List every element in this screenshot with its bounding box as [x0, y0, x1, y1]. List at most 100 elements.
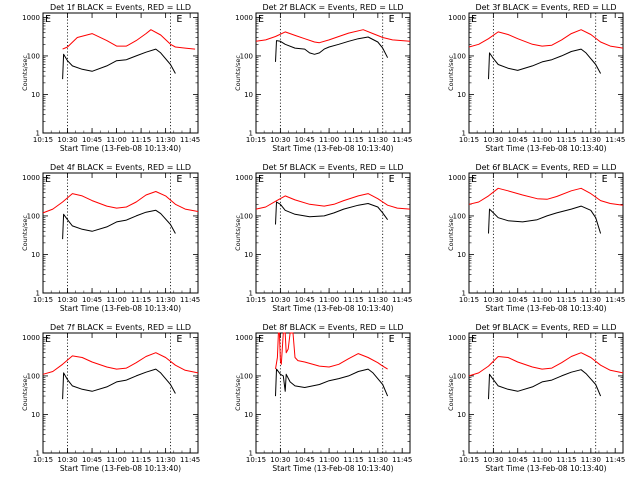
- x-tick-label: 10:45: [295, 456, 315, 464]
- y-tick-label: 1: [249, 290, 253, 298]
- x-tick-label: 11:45: [605, 136, 625, 144]
- x-tick-label: 10:30: [57, 296, 77, 304]
- x-tick-label: 11:00: [106, 456, 126, 464]
- x-tick-label: 11:15: [556, 296, 576, 304]
- y-tick-label: 1000: [448, 334, 466, 342]
- x-tick-label: 10:30: [270, 136, 290, 144]
- chart-title: Det 7f BLACK = Events, RED = LLD: [50, 323, 191, 332]
- chart-title: Det 1f BLACK = Events, RED = LLD: [50, 3, 191, 12]
- y-tick-label: 10: [31, 251, 40, 259]
- chart-title: Det 9f BLACK = Events, RED = LLD: [475, 323, 616, 332]
- x-tick-label: 11:15: [343, 456, 363, 464]
- y-tick-label: 1000: [22, 14, 40, 22]
- x-tick-label: 11:00: [319, 456, 339, 464]
- chart-title: Det 2f BLACK = Events, RED = LLD: [262, 3, 403, 12]
- series-line-lld: [255, 29, 411, 44]
- x-axis-label: Start Time (13-Feb-08 10:13:40): [60, 304, 181, 313]
- x-tick-label: 10:45: [508, 456, 528, 464]
- x-tick-label: 10:15: [246, 296, 266, 304]
- chart-title: Det 5f BLACK = Events, RED = LLD: [262, 163, 403, 172]
- y-tick-label: 10: [457, 411, 466, 419]
- x-tick-label: 11:15: [131, 456, 151, 464]
- interval-start-marker: E: [471, 174, 477, 185]
- interval-start-marker: E: [45, 174, 51, 185]
- interval-start-marker: E: [471, 334, 477, 345]
- y-tick-label: 1: [36, 130, 40, 138]
- y-tick-label: 100: [453, 212, 466, 220]
- x-tick-label: 10:45: [82, 456, 102, 464]
- y-tick-label: 1: [462, 450, 466, 458]
- chart-title: Det 3f BLACK = Events, RED = LLD: [475, 3, 616, 12]
- y-tick-label: 1000: [235, 14, 253, 22]
- x-tick-label: 11:45: [605, 296, 625, 304]
- x-axis-label: Start Time (13-Feb-08 10:13:40): [60, 464, 181, 473]
- x-tick-label: 11:30: [156, 456, 176, 464]
- y-tick-label: 1: [462, 290, 466, 298]
- x-tick-label: 10:15: [33, 296, 53, 304]
- series-line-events: [275, 36, 389, 62]
- x-axis-label: Start Time (13-Feb-08 10:13:40): [272, 144, 393, 153]
- series-line-events: [488, 205, 602, 234]
- x-tick-label: 11:30: [368, 456, 388, 464]
- series-line-events: [488, 48, 602, 80]
- x-tick-label: 10:30: [57, 136, 77, 144]
- plot-frame: [42, 172, 199, 294]
- x-tick-label: 10:30: [57, 456, 77, 464]
- y-tick-label: 100: [453, 372, 466, 380]
- y-tick-label: 1: [36, 450, 40, 458]
- series-line-lld: [468, 352, 624, 377]
- x-tick-label: 10:15: [33, 136, 53, 144]
- x-tick-label: 10:30: [270, 456, 290, 464]
- x-tick-label: 10:15: [33, 456, 53, 464]
- y-tick-label: 10: [244, 251, 253, 259]
- y-tick-label: 1: [249, 450, 253, 458]
- series-line-events: [275, 368, 389, 397]
- x-tick-label: 11:15: [343, 136, 363, 144]
- x-axis-label: Start Time (13-Feb-08 10:13:40): [272, 464, 393, 473]
- x-tick-label: 10:30: [483, 136, 503, 144]
- x-tick-label: 10:45: [295, 296, 315, 304]
- interval-end-marker: E: [389, 14, 395, 25]
- x-tick-label: 11:00: [106, 136, 126, 144]
- x-tick-label: 11:45: [180, 136, 200, 144]
- y-tick-label: 1000: [22, 334, 40, 342]
- x-tick-label: 11:15: [343, 296, 363, 304]
- x-tick-label: 10:15: [459, 136, 479, 144]
- plot-frame: [42, 12, 199, 134]
- y-axis-label: Counts/sec: [447, 55, 455, 91]
- interval-end-marker: E: [176, 14, 182, 25]
- interval-end-marker: E: [389, 174, 395, 185]
- x-tick-label: 11:45: [605, 456, 625, 464]
- y-tick-label: 1000: [448, 174, 466, 182]
- series-line-lld: [255, 193, 411, 210]
- y-tick-label: 100: [27, 52, 40, 60]
- x-tick-label: 10:45: [82, 136, 102, 144]
- x-tick-label: 11:30: [581, 456, 601, 464]
- interval-start-marker: E: [45, 14, 51, 25]
- x-tick-label: 11:30: [368, 296, 388, 304]
- x-tick-label: 11:15: [131, 136, 151, 144]
- x-tick-label: 10:30: [270, 296, 290, 304]
- x-tick-label: 10:15: [246, 456, 266, 464]
- chart-panel-8: Det 8f BLACK = Events, RED = LLD 1 10 100 10…: [234, 323, 412, 473]
- x-tick-label: 10:30: [483, 296, 503, 304]
- y-tick-label: 10: [457, 91, 466, 99]
- chart-panel-9: Det 9f BLACK = Events, RED = LLD 1 10 100 10…: [447, 323, 625, 473]
- interval-end-marker: E: [389, 334, 395, 345]
- series-line-events: [62, 209, 176, 240]
- x-tick-label: 11:15: [556, 136, 576, 144]
- x-tick-label: 11:30: [368, 136, 388, 144]
- x-tick-label: 11:00: [106, 296, 126, 304]
- x-tick-label: 10:45: [82, 296, 102, 304]
- interval-start-marker: E: [45, 334, 51, 345]
- y-tick-label: 10: [31, 411, 40, 419]
- chart-panel-2: Det 2f BLACK = Events, RED = LLD 1 10 100 10…: [234, 3, 412, 153]
- plot-frame: [468, 12, 624, 134]
- y-axis-label: Counts/sec: [21, 375, 29, 411]
- y-tick-label: 1000: [22, 174, 40, 182]
- x-tick-label: 11:45: [392, 456, 412, 464]
- chart-panel-7: Det 7f BLACK = Events, RED = LLD 1 10 100 10…: [21, 323, 200, 473]
- y-tick-label: 10: [31, 91, 40, 99]
- plot-frame: [42, 332, 199, 454]
- interval-end-marker: E: [602, 14, 608, 25]
